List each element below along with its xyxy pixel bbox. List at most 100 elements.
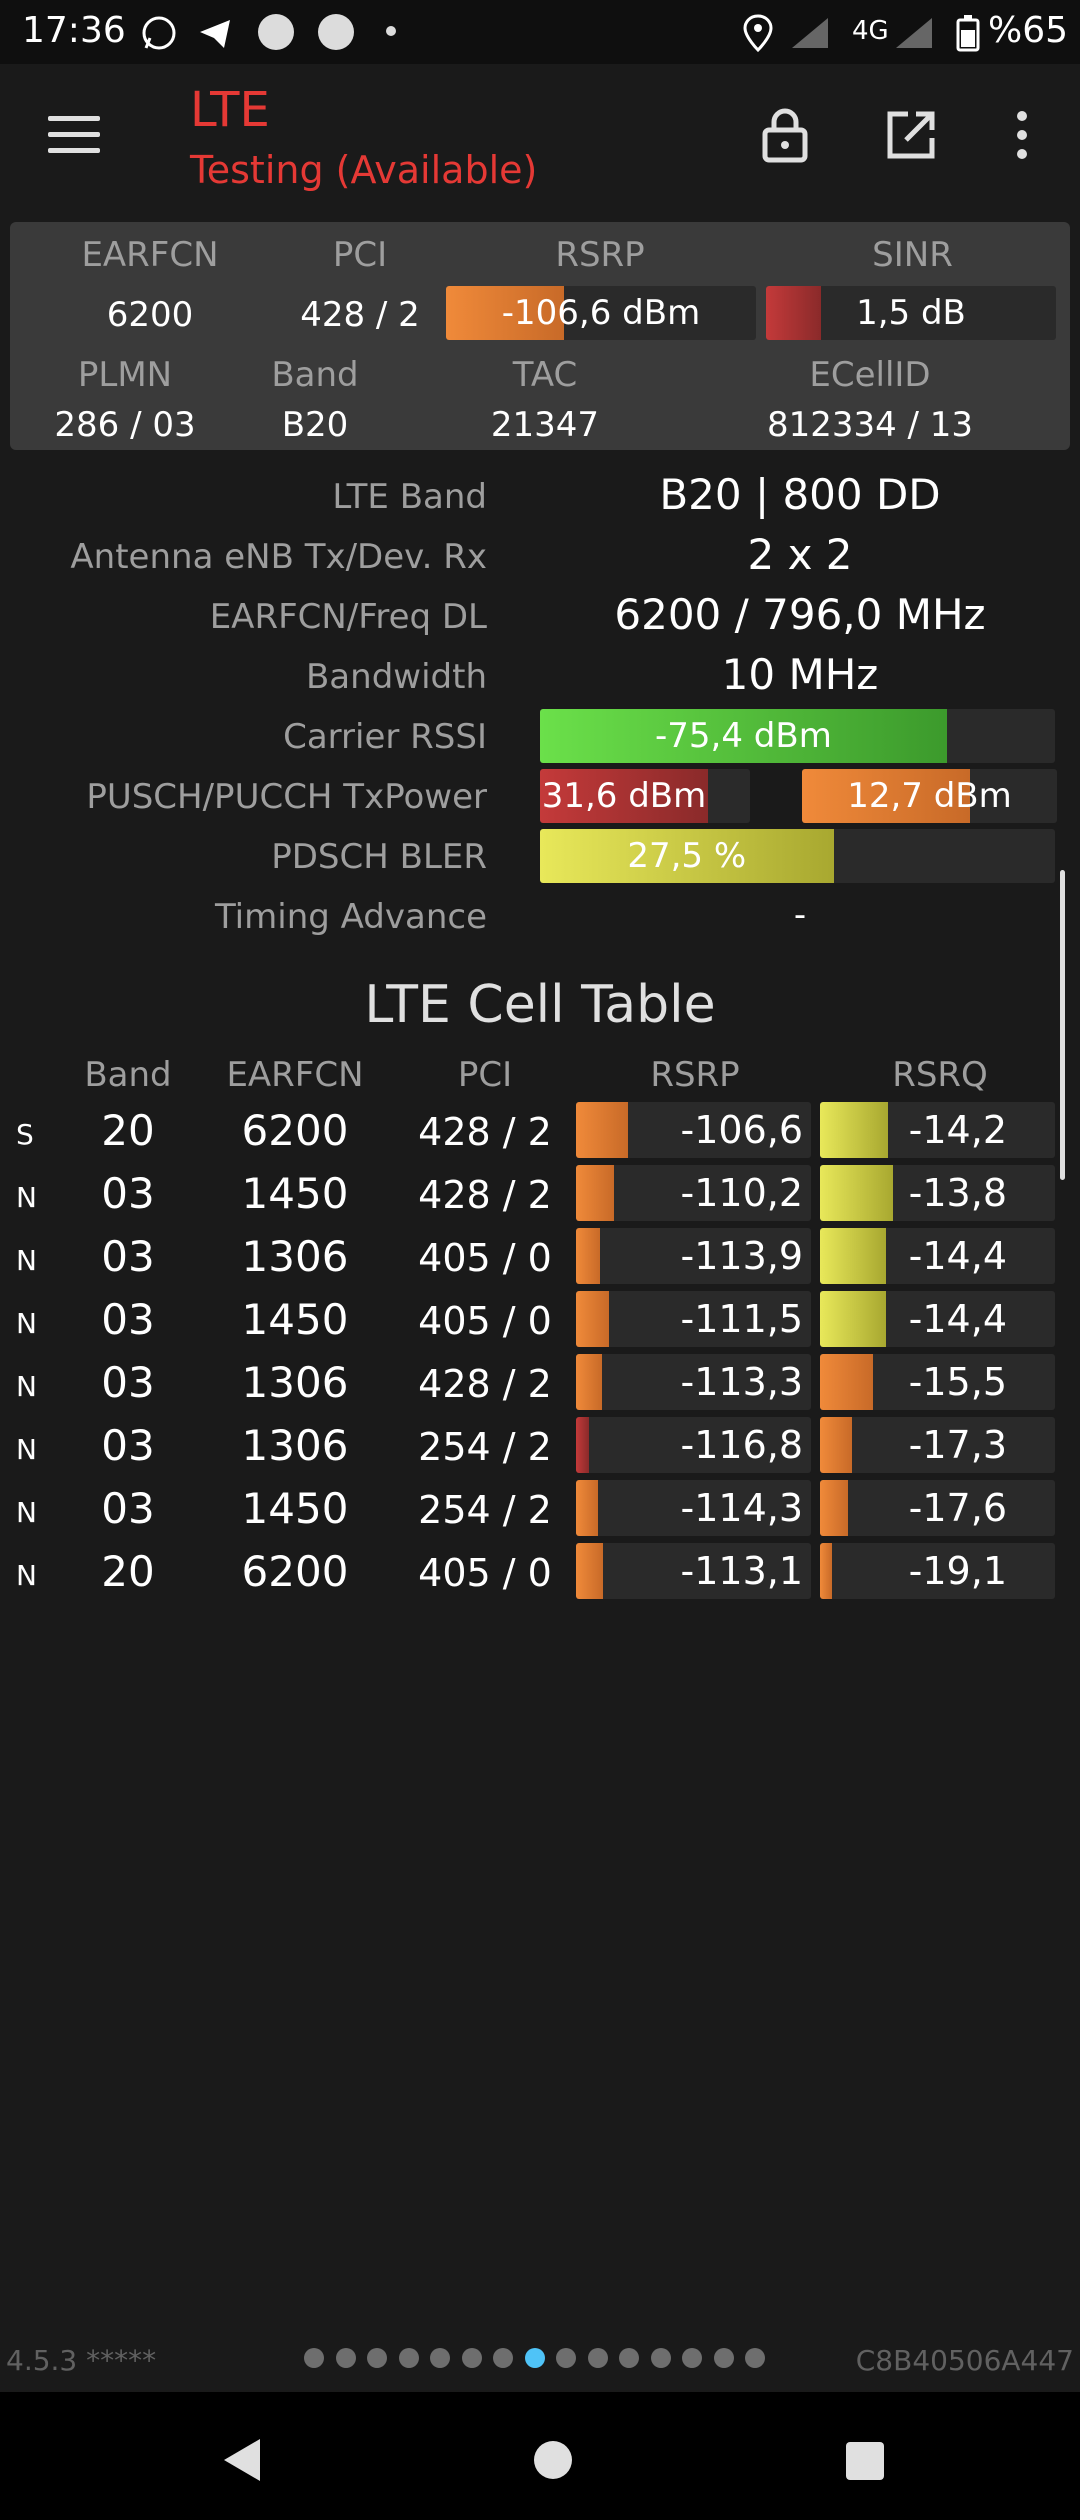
network-type: 4G (852, 16, 889, 46)
timing-value: - (793, 895, 807, 935)
cell-earfcn: 1306 (241, 1358, 349, 1407)
page-dot[interactable] (461, 2348, 482, 2368)
open-external-icon[interactable] (886, 110, 936, 160)
scrollbar[interactable] (1060, 870, 1065, 1180)
page-dot[interactable] (304, 2348, 324, 2368)
home-icon[interactable] (534, 2441, 572, 2479)
cell-band: 03 (101, 1421, 155, 1470)
lock-icon[interactable] (760, 106, 810, 164)
cell-rsrq: -14,4 (908, 1297, 1007, 1341)
page-dot[interactable] (745, 2348, 765, 2368)
cell-rsrp-bar: -113,9 (576, 1228, 811, 1284)
cell-pci: 254 / 2 (418, 1425, 552, 1469)
cell-rsrp-bar: -113,3 (576, 1354, 811, 1410)
antenna-label: Antenna eNB Tx/Dev. Rx (70, 537, 487, 577)
cell-band: 03 (101, 1169, 155, 1218)
band-value: B20 (281, 405, 349, 445)
cell-rsrp-bar: -113,1 (576, 1543, 811, 1599)
telegram-icon (200, 20, 230, 48)
cell-pci: 405 / 0 (418, 1299, 552, 1343)
page-dot[interactable] (524, 2348, 545, 2368)
earfcn-value: 6200 (106, 295, 194, 335)
cell-rsrp-fill (576, 1354, 603, 1410)
page-dot[interactable] (556, 2348, 576, 2368)
plmn-label: PLMN (77, 355, 173, 395)
cell-rsrp: -111,5 (680, 1297, 804, 1341)
location-icon (743, 14, 773, 52)
page-dot[interactable] (430, 2348, 450, 2368)
sinr-value: 1,5 dB (856, 293, 966, 333)
pci-label: PCI (332, 235, 388, 275)
page-dot[interactable] (367, 2348, 387, 2368)
cell-rsrq: -15,5 (908, 1360, 1007, 1404)
cell-rsrq: -14,2 (908, 1108, 1007, 1152)
column-header-pci: PCI (457, 1055, 513, 1095)
cell-rsrq-bar: -14,2 (820, 1102, 1055, 1158)
notification-circle-icon (318, 14, 354, 50)
page-dot[interactable] (650, 2348, 671, 2368)
notification-circle-icon (258, 14, 294, 50)
page-dot[interactable] (682, 2348, 702, 2368)
menu-icon[interactable] (48, 116, 100, 164)
ecellid-value: 812334 / 13 (766, 405, 974, 445)
cell-earfcn: 6200 (241, 1547, 349, 1596)
pusch-value: 31,6 dBm (541, 776, 707, 816)
cell-earfcn: 1306 (241, 1421, 349, 1470)
cell-rsrp-bar: -106,6 (576, 1102, 811, 1158)
ecellid-label: ECellID (809, 355, 931, 395)
rsrp-bar: -106,6 dBm (446, 286, 756, 340)
earfcn-label: EARFCN (81, 235, 219, 275)
page-dot[interactable] (713, 2348, 734, 2368)
cell-rsrp: -116,8 (680, 1423, 804, 1467)
cell-earfcn: 1450 (241, 1169, 349, 1218)
cell-rsrq-bar: -14,4 (820, 1228, 1055, 1284)
back-icon[interactable] (222, 2437, 262, 2483)
rssi-value: -75,4 dBm (655, 716, 832, 756)
cell-rsrp-bar: -114,3 (576, 1480, 811, 1536)
cell-rsrp-bar: -116,8 (576, 1417, 811, 1473)
app-bar (0, 64, 1080, 214)
cell-rsrq-fill (820, 1102, 889, 1158)
page-dot[interactable] (335, 2348, 356, 2368)
status-time: 17:36 (22, 10, 126, 51)
rsrp-value: -106,6 dBm (501, 293, 701, 333)
page-dot[interactable] (619, 2348, 639, 2368)
page-dot[interactable] (398, 2348, 419, 2368)
cell-rsrp: -113,1 (680, 1549, 804, 1593)
column-header-band: Band (84, 1055, 172, 1095)
cell-rsrq-fill (820, 1354, 873, 1410)
rssi-label: Carrier RSSI (283, 717, 487, 757)
cell-type: N (16, 1307, 37, 1340)
cell-rsrp: -106,6 (680, 1108, 804, 1152)
cell-rsrq-bar: -14,4 (820, 1291, 1055, 1347)
cell-rsrp-bar: -111,5 (576, 1291, 811, 1347)
cell-rsrq-fill (820, 1417, 852, 1473)
lte-band-label: LTE Band (332, 477, 487, 517)
cell-rsrq-bar: -17,3 (820, 1417, 1055, 1473)
tac-label: TAC (512, 355, 578, 395)
cell-rsrp: -113,9 (680, 1234, 804, 1278)
cell-rsrp-bar: -110,2 (576, 1165, 811, 1221)
cell-rsrq: -17,3 (908, 1423, 1007, 1467)
cell-rsrq: -13,8 (908, 1171, 1007, 1215)
cell-rsrp: -110,2 (680, 1171, 804, 1215)
cell-type: N (16, 1559, 37, 1592)
cell-rsrq: -17,6 (908, 1486, 1007, 1530)
cell-pci: 428 / 2 (418, 1173, 552, 1217)
more-vert-icon[interactable] (1010, 110, 1034, 160)
cell-band: 03 (101, 1295, 155, 1344)
page-dot[interactable] (587, 2348, 608, 2368)
cell-rsrq: -19,1 (908, 1549, 1007, 1593)
cell-earfcn: 1450 (241, 1484, 349, 1533)
recents-icon[interactable] (846, 2442, 884, 2480)
page-dot[interactable] (493, 2348, 513, 2368)
signal-icon (792, 18, 828, 48)
bandwidth-label: Bandwidth (305, 657, 487, 697)
cell-type: S (16, 1118, 34, 1151)
timing-label: Timing Advance (214, 897, 487, 937)
cell-rsrq-fill (820, 1480, 849, 1536)
antenna-value: 2 x 2 (747, 530, 853, 579)
sinr-label: SINR (872, 235, 953, 275)
cell-rsrq: -14,4 (908, 1234, 1007, 1278)
cell-type: N (16, 1370, 37, 1403)
